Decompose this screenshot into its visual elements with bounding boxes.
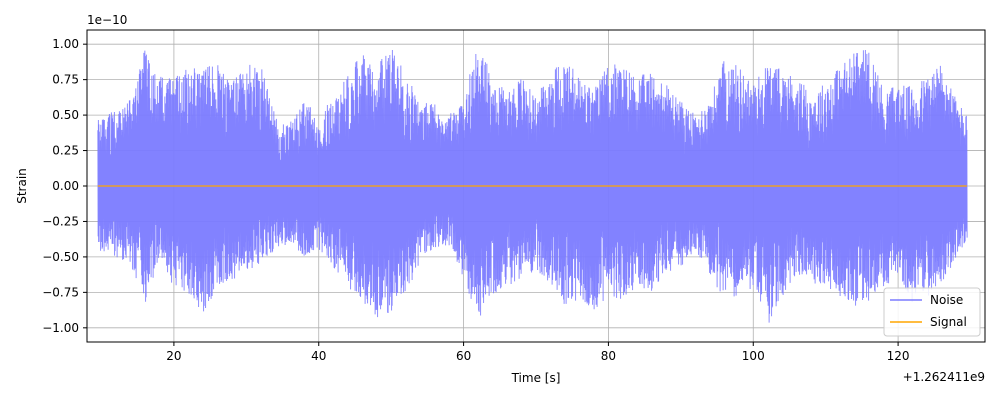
x-tick-label: 40: [311, 349, 326, 363]
y-tick-label: 0.50: [52, 108, 79, 122]
y-tick-label: −0.25: [42, 214, 79, 228]
x-axis-label: Time [s]: [511, 371, 561, 385]
legend-label-signal: Signal: [930, 315, 967, 329]
x-tick-label: 100: [742, 349, 765, 363]
noise-series-line: [97, 49, 968, 323]
x-offset-label: +1.262411e9: [903, 370, 985, 384]
y-tick-label: −1.00: [42, 321, 79, 335]
x-tick-label: 120: [887, 349, 910, 363]
y-axis: −1.00 −0.75 −0.50 −0.25 0.00 0.25 0.50 0.75 1.00: [42, 37, 87, 335]
x-tick-label: 80: [601, 349, 616, 363]
legend: Noise Signal: [883, 287, 981, 337]
y-tick-label: 1.00: [52, 37, 79, 51]
y-axis-label: Strain: [15, 168, 29, 204]
y-tick-label: 0.00: [52, 179, 79, 193]
y-tick-label: −0.75: [42, 285, 79, 299]
x-tick-label: 60: [456, 349, 471, 363]
series-layer: [97, 49, 968, 323]
x-axis: 20 40 60 80 100 120: [166, 342, 910, 363]
y-tick-label: 0.75: [52, 73, 79, 87]
x-tick-label: 20: [166, 349, 181, 363]
y-exponent-label: 1e−10: [87, 13, 127, 27]
legend-label-noise: Noise: [930, 293, 963, 307]
y-tick-label: 0.25: [52, 144, 79, 158]
y-tick-label: −0.50: [42, 250, 79, 264]
